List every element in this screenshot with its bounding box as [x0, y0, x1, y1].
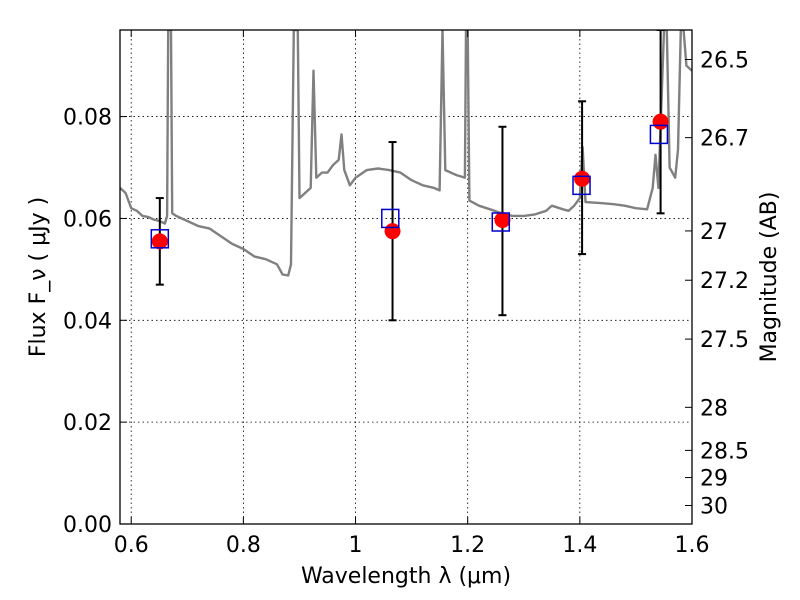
y-right-tick-label: 28.5: [700, 439, 749, 464]
y-right-tick-label: 30: [700, 495, 728, 520]
y-axis-label-group: Flux F_ν ( μJy ): [26, 197, 51, 357]
model-flux-marker: [649, 124, 669, 145]
ticks: [120, 30, 693, 525]
y-right-axis-label-group: Magnitude (AB): [757, 192, 782, 363]
y-right-axis-label: Magnitude (AB): [757, 192, 782, 363]
x-tick-label: 1.6: [675, 533, 710, 558]
y-right-tick-label: 26.7: [700, 127, 749, 152]
observed-flux-point: [652, 113, 669, 130]
y-tick-label: 0.06: [63, 207, 112, 232]
observed-flux-point: [574, 170, 591, 187]
model-flux-marker: [381, 208, 400, 229]
y-right-tick-label: 27.2: [700, 269, 749, 294]
x-axis-label: Wavelength λ (μm): [301, 564, 511, 589]
y-tick-label: 0.08: [63, 106, 112, 131]
y-right-tick-label: 27: [700, 220, 728, 245]
observed-flux-point: [384, 223, 401, 240]
y-tick-label: 0.04: [63, 309, 112, 334]
y-right-tick-label: 26.5: [700, 49, 749, 74]
y-tick-label: 0.02: [63, 411, 112, 436]
model-spectrum-line: [120, 30, 692, 277]
x-tick-label: 1.4: [562, 533, 597, 558]
observed-flux-point: [151, 233, 168, 250]
model-flux-marker: [572, 175, 591, 196]
x-tick-label: 1: [349, 533, 363, 558]
y-right-tick-label: 29: [700, 467, 728, 492]
x-tick-label: 0.8: [226, 533, 261, 558]
y-axis-label: Flux F_ν ( μJy ): [26, 197, 51, 357]
y-tick-label: 0.00: [63, 513, 112, 538]
observed-flux-point: [494, 211, 511, 228]
model-flux-marker: [150, 229, 170, 249]
model-flux-marker: [491, 212, 511, 232]
plot-frame: [119, 29, 693, 525]
x-tick-label: 1.2: [450, 533, 485, 558]
plot-area: [120, 30, 692, 322]
y-right-tick-label: 28: [700, 396, 728, 421]
tick-labels: 0.6 0.8 1 1.2 1.4 1.6 0.00 0.02 0.04 0.06 0.08 26.5…: [63, 49, 749, 558]
y-right-tick-label: 27.5: [700, 328, 749, 353]
x-tick-label: 0.6: [114, 533, 149, 558]
